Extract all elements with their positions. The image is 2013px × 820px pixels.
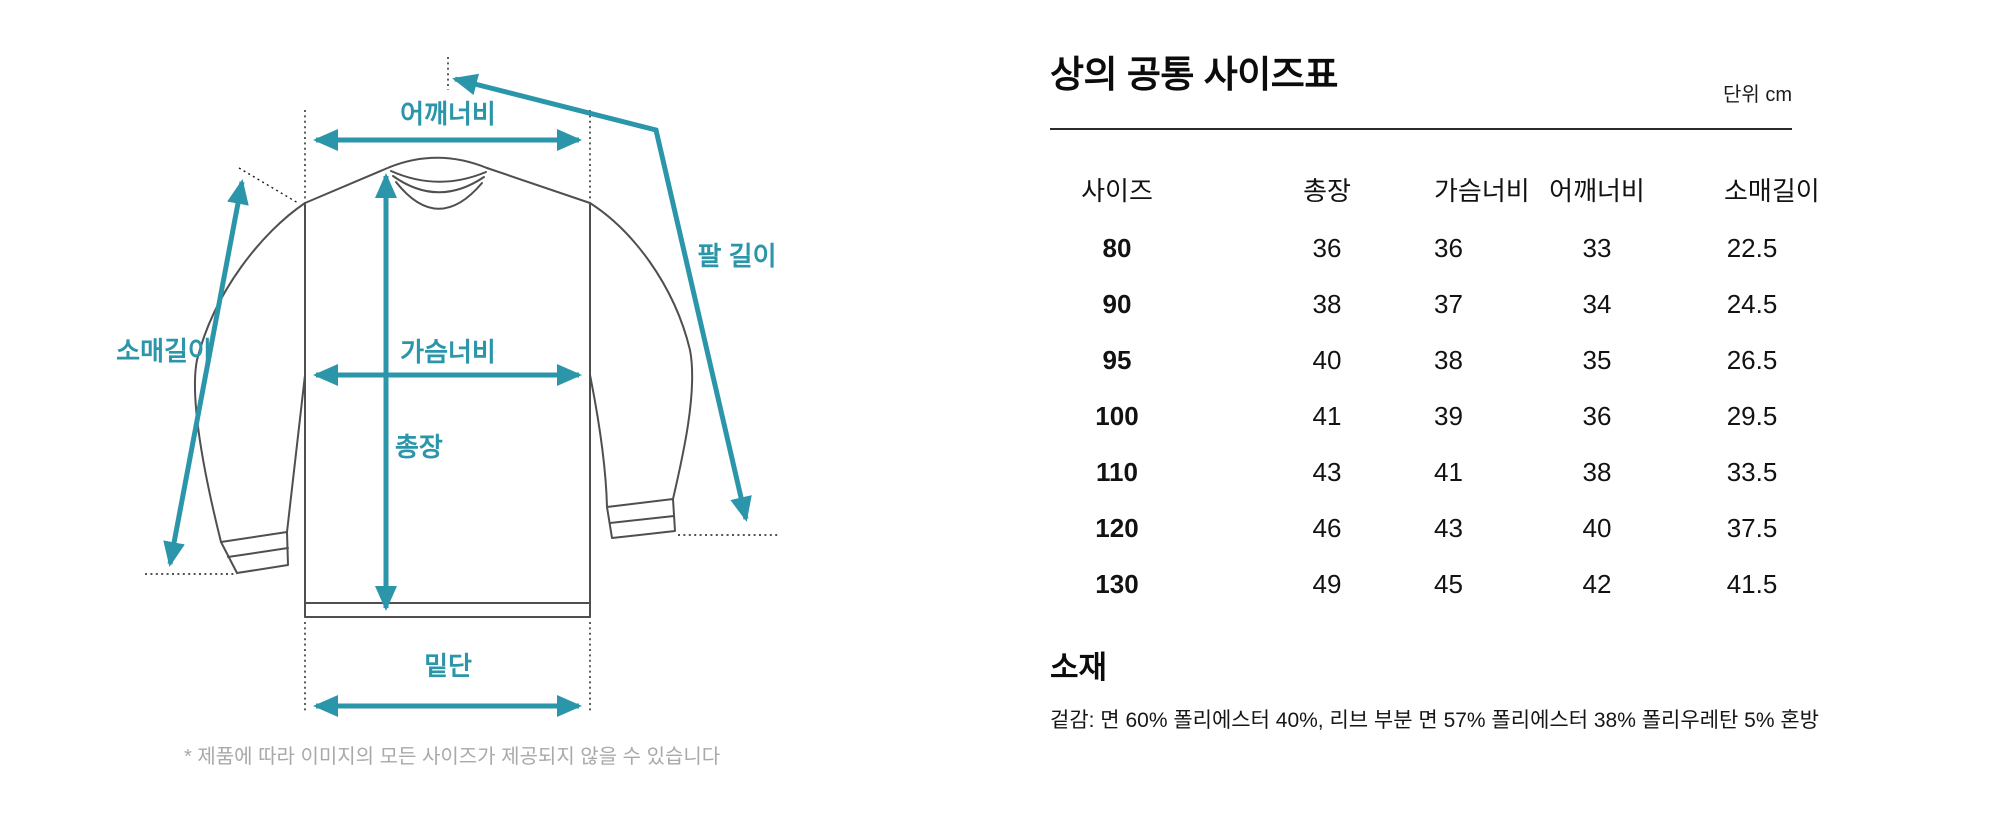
measurement-cell: 34 <box>1582 288 1612 319</box>
measurement-cell: 41 <box>1312 400 1342 431</box>
measurement-cell: 33 <box>1582 232 1612 263</box>
size-table-body: 80 36 36 33 22.5 90 38 37 34 24.5 95 40 38 35 26.5 100 4… <box>1050 220 1792 612</box>
shoulder-width-label: 어깨너비 <box>400 99 496 129</box>
table-row: 90 38 37 34 24.5 <box>1050 276 1792 332</box>
measurement-cell: 41.5 <box>1726 568 1778 599</box>
shirt-measurement-diagram: 어깨너비 팔 길이 소매길이 가슴너비 총장 밑단 <box>116 57 778 718</box>
measurement-cell: 35 <box>1582 344 1612 375</box>
material-description: 겉감: 면 60% 폴리에스터 40%, 리브 부분 면 57% 폴리에스터 3… <box>1050 709 1819 732</box>
title-divider <box>1050 128 1792 130</box>
column-header: 소매길이 <box>1724 175 1820 206</box>
size-table-header-row: 사이즈 총장 가슴너비 어깨너비 소매길이 <box>1050 158 1820 220</box>
measurement-cell: 46 <box>1312 512 1342 543</box>
measurement-cell: 37 <box>1434 288 1463 319</box>
measurement-cell: 26.5 <box>1726 344 1778 375</box>
table-row: 95 40 38 35 26.5 <box>1050 332 1792 388</box>
measurement-cell: 22.5 <box>1726 232 1778 263</box>
size-cell: 130 <box>1095 568 1139 599</box>
size-cell: 100 <box>1095 400 1139 431</box>
measurement-cell: 37.5 <box>1726 512 1778 543</box>
table-row: 100 41 39 36 29.5 <box>1050 388 1792 444</box>
measurement-cell: 36 <box>1434 232 1463 263</box>
measurement-cell: 36 <box>1312 232 1342 263</box>
measurement-cell: 38 <box>1312 288 1342 319</box>
measurement-cell: 45 <box>1434 568 1463 599</box>
table-row: 120 46 43 40 37.5 <box>1050 500 1792 556</box>
measurement-cell: 42 <box>1582 568 1612 599</box>
measurement-cell: 40 <box>1312 344 1342 375</box>
size-cell: 110 <box>1096 456 1138 487</box>
column-header: 가슴너비 <box>1434 175 1530 206</box>
measurement-cell: 24.5 <box>1726 288 1778 319</box>
sleeve-length-label: 소매길이 <box>116 336 212 366</box>
measurement-cell: 38 <box>1434 344 1463 375</box>
measurement-cell: 43 <box>1434 512 1463 543</box>
guide-lines <box>145 57 778 712</box>
measurement-cell: 40 <box>1582 512 1612 543</box>
arm-length-arrow <box>452 73 752 522</box>
measurement-cell: 41 <box>1434 456 1463 487</box>
measurement-cell: 29.5 <box>1726 400 1778 431</box>
material-heading: 소재 <box>1050 650 1108 685</box>
measurement-cell: 38 <box>1582 456 1612 487</box>
column-header: 사이즈 <box>1081 175 1153 206</box>
column-header: 총장 <box>1303 175 1351 206</box>
unit-label: 단위 cm <box>1722 84 1792 106</box>
column-header: 어깨너비 <box>1549 175 1645 206</box>
size-cell: 120 <box>1095 512 1139 543</box>
measurement-arrows <box>163 73 752 718</box>
total-length-label: 총장 <box>395 432 443 462</box>
table-row: 110 43 41 38 33.5 <box>1050 444 1792 500</box>
sleeve-length-arrow <box>163 179 249 567</box>
table-row: 80 36 36 33 22.5 <box>1050 220 1792 276</box>
measurement-cell: 33.5 <box>1726 456 1778 487</box>
chest-width-label: 가슴너비 <box>400 337 496 367</box>
size-table: 사이즈 총장 가슴너비 어깨너비 소매길이 80 36 36 33 22.5 90 38 37 34 24… <box>1050 158 1820 612</box>
hem-width-label: 밑단 <box>424 651 472 681</box>
diagram-note: * 제품에 따라 이미지의 모든 사이즈가 제공되지 않을 수 있습니다 <box>184 746 721 768</box>
measurement-cell: 39 <box>1434 400 1463 431</box>
measurement-cell: 36 <box>1582 400 1612 431</box>
size-cell: 90 <box>1102 288 1132 319</box>
measurement-cell: 43 <box>1312 456 1342 487</box>
measurement-cell: 49 <box>1312 568 1342 599</box>
arm-length-label: 팔 길이 <box>698 241 777 271</box>
table-row: 130 49 45 42 41.5 <box>1050 556 1792 612</box>
shirt-outline-illustration <box>194 156 694 618</box>
page-title: 상의 공통 사이즈표 <box>1050 54 1338 95</box>
size-cell: 95 <box>1102 344 1132 375</box>
size-cell: 80 <box>1102 232 1132 263</box>
